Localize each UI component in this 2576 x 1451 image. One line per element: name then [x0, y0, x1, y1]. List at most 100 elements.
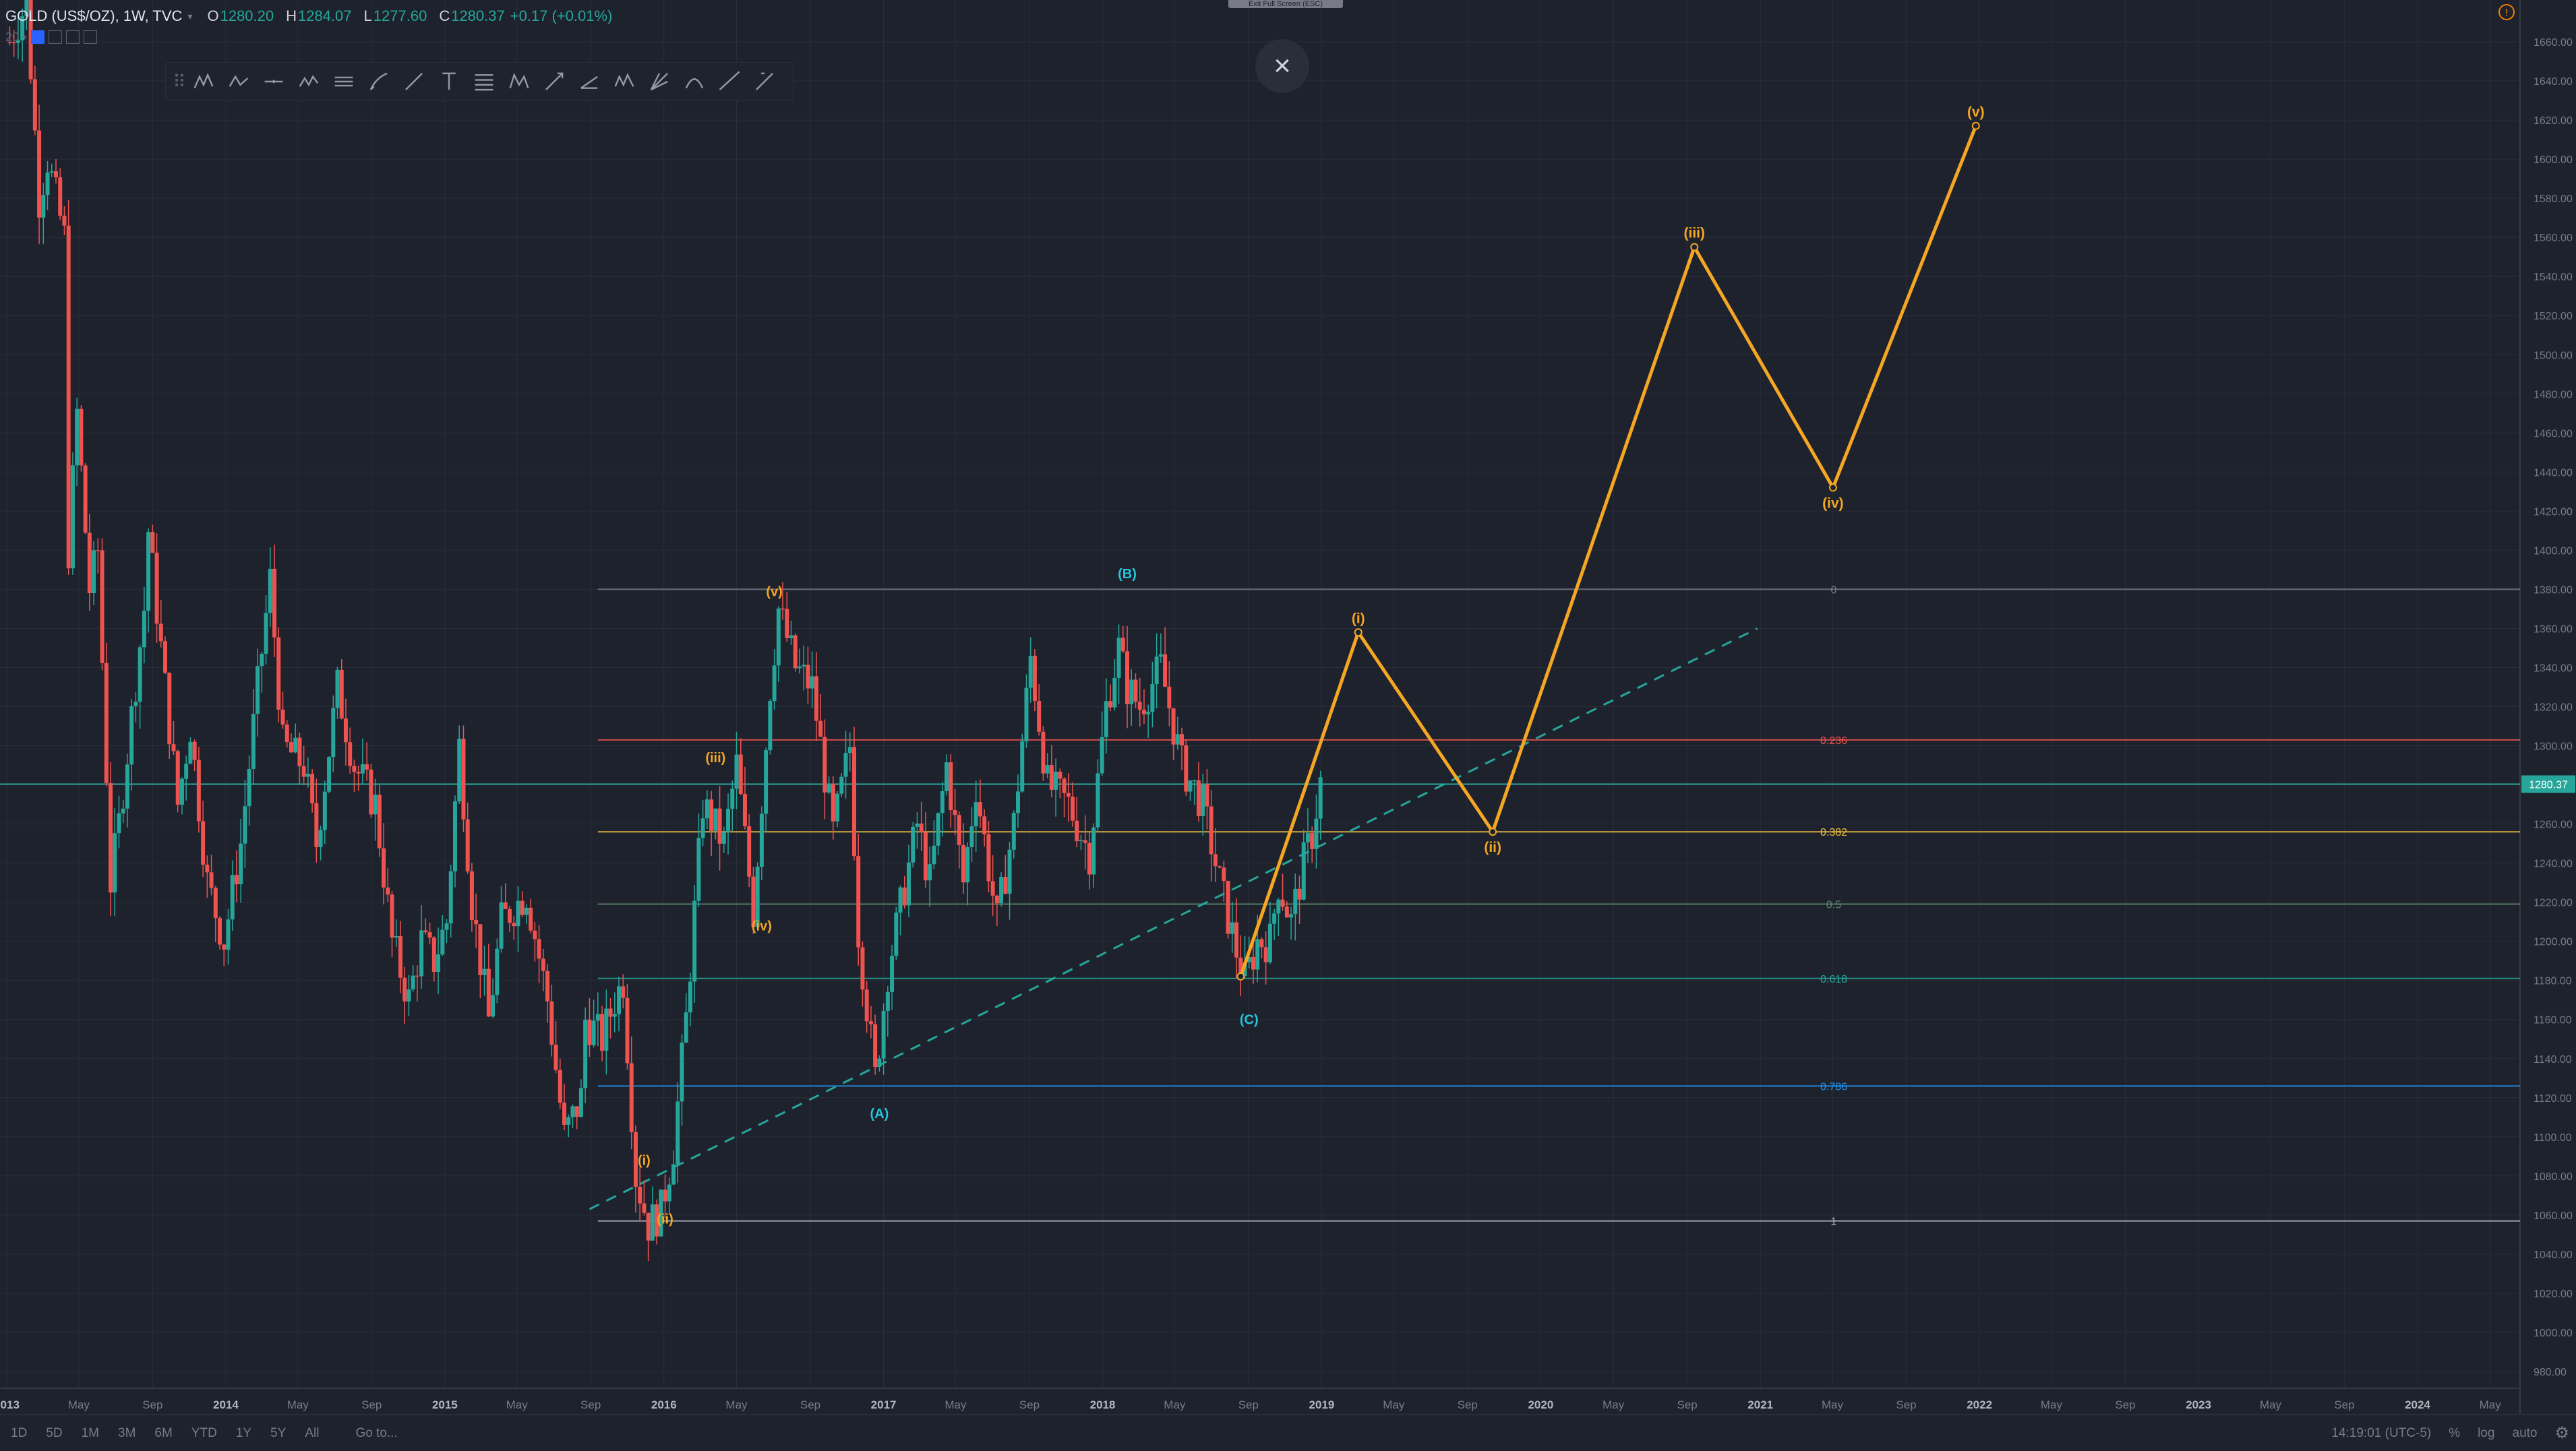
- candle-body: [868, 1021, 873, 1024]
- log-toggle[interactable]: log: [2478, 1425, 2495, 1440]
- wave-point: [1489, 828, 1497, 836]
- candle-body: [356, 772, 361, 774]
- candle-body: [923, 832, 928, 881]
- gear-icon[interactable]: ⚙: [2554, 1424, 2569, 1442]
- trend-angle-tool-icon[interactable]: [572, 64, 607, 99]
- candle-body: [1196, 780, 1201, 816]
- fib-retracement-tool-icon[interactable]: [467, 64, 502, 99]
- remove-icon[interactable]: [84, 30, 98, 44]
- x-tick-label: Sep: [1896, 1398, 1916, 1411]
- candle-body: [881, 1010, 886, 1059]
- candle-body: [1314, 818, 1319, 849]
- settings-icon[interactable]: [49, 30, 63, 44]
- chevron-down-icon[interactable]: ▾: [187, 10, 193, 22]
- candle-body: [83, 465, 88, 533]
- candle-body: [520, 900, 525, 915]
- info-line-tool-icon[interactable]: [747, 64, 782, 99]
- x-tick-label: 2021: [1747, 1398, 1773, 1411]
- brush-tool-icon[interactable]: [361, 64, 396, 99]
- drag-handle-icon[interactable]: ⠿: [173, 71, 186, 92]
- candle-body: [222, 944, 227, 950]
- auto-toggle[interactable]: auto: [2512, 1425, 2538, 1440]
- xabcd-pattern-tool-icon[interactable]: [502, 64, 537, 99]
- horizontal-line-tool-icon[interactable]: [256, 64, 291, 99]
- more-icon[interactable]: [66, 30, 80, 44]
- extended-line-tool-icon[interactable]: [712, 64, 747, 99]
- y-tick-label: 1380.00: [2534, 584, 2573, 596]
- candle-body: [781, 608, 785, 610]
- elliott-triangle-tool-icon[interactable]: [291, 64, 326, 99]
- candle-body: [818, 720, 823, 737]
- candle-body: [478, 924, 483, 975]
- percent-toggle[interactable]: %: [2449, 1425, 2461, 1440]
- candle-body: [873, 1024, 878, 1067]
- arc-tool-icon[interactable]: [677, 64, 712, 99]
- candle-body: [612, 1014, 617, 1017]
- candle-body: [1100, 737, 1104, 774]
- text-tool-icon[interactable]: [431, 64, 467, 99]
- low-label: L: [363, 7, 372, 24]
- period-5y-button[interactable]: 5Y: [270, 1425, 287, 1440]
- period-ytd-button[interactable]: YTD: [191, 1425, 217, 1440]
- period-3m-button[interactable]: 3M: [118, 1425, 136, 1440]
- period-5d-button[interactable]: 5D: [46, 1425, 63, 1440]
- candle-body: [213, 888, 218, 919]
- elliott-correction-tool-icon[interactable]: [221, 64, 256, 99]
- candle-body: [772, 665, 777, 702]
- gann-fan-tool-icon[interactable]: [642, 64, 677, 99]
- candle-body: [721, 832, 726, 844]
- candle-body: [1020, 741, 1025, 792]
- candle-body: [617, 986, 622, 1014]
- candle-body: [1150, 684, 1155, 712]
- period-all-button[interactable]: All: [305, 1425, 320, 1440]
- visibility-icon[interactable]: [31, 30, 45, 44]
- elliott-impulse-tool-icon[interactable]: [186, 64, 221, 99]
- candle-body: [764, 750, 769, 814]
- period-1d-button[interactable]: 1D: [11, 1425, 28, 1440]
- candle-body: [621, 986, 626, 998]
- exit-fullscreen-hint[interactable]: Exit Full Screen (ESC): [1228, 0, 1343, 8]
- candle-body: [1259, 939, 1264, 948]
- candle-body: [284, 724, 289, 743]
- candle-body: [776, 608, 781, 666]
- candle-body: [969, 826, 974, 848]
- candle-body: [100, 550, 104, 663]
- info-icon[interactable]: !: [2498, 4, 2515, 20]
- candle-body: [1318, 777, 1323, 819]
- candle-body: [802, 665, 806, 667]
- candle-body: [66, 225, 71, 569]
- candle-body: [1213, 854, 1218, 867]
- symbol-title[interactable]: GOLD (US$/OZ), 1W, TVC: [5, 7, 183, 24]
- close-fullscreen-button[interactable]: ×: [1255, 39, 1309, 93]
- candle-body: [1137, 702, 1142, 710]
- period-6m-button[interactable]: 6M: [154, 1425, 173, 1440]
- candle-body: [251, 714, 256, 769]
- candle-body: [646, 1212, 651, 1241]
- cypher-pattern-tool-icon[interactable]: [607, 64, 642, 99]
- candle-body: [945, 762, 949, 791]
- period-1y-button[interactable]: 1Y: [235, 1425, 252, 1440]
- trend-line-tool-icon[interactable]: [396, 64, 431, 99]
- candle-body: [608, 1008, 613, 1017]
- candle-body: [171, 744, 176, 751]
- candle-body: [890, 956, 895, 992]
- y-tick-label: 1040.00: [2534, 1249, 2573, 1261]
- candle-body: [104, 662, 109, 784]
- candle-body: [1230, 922, 1234, 934]
- goto-button[interactable]: Go to...: [355, 1425, 398, 1440]
- parallel-channel-tool-icon[interactable]: [326, 64, 361, 99]
- x-tick-label: Sep: [1677, 1398, 1697, 1411]
- candle-body: [1037, 701, 1042, 732]
- y-tick-label: 1600.00: [2534, 154, 2573, 166]
- candle-body: [667, 1184, 671, 1202]
- y-tick-label: 1500.00: [2534, 350, 2573, 361]
- wave-label: (v): [1967, 104, 1985, 120]
- candle-body: [549, 1001, 554, 1045]
- chevron-down-icon[interactable]: ▾: [23, 32, 28, 42]
- indicator-label[interactable]: 20: [5, 30, 20, 44]
- period-1m-button[interactable]: 1M: [81, 1425, 99, 1440]
- candle-body: [847, 747, 852, 753]
- candle-body: [751, 876, 756, 927]
- ray-tool-icon[interactable]: [537, 64, 572, 99]
